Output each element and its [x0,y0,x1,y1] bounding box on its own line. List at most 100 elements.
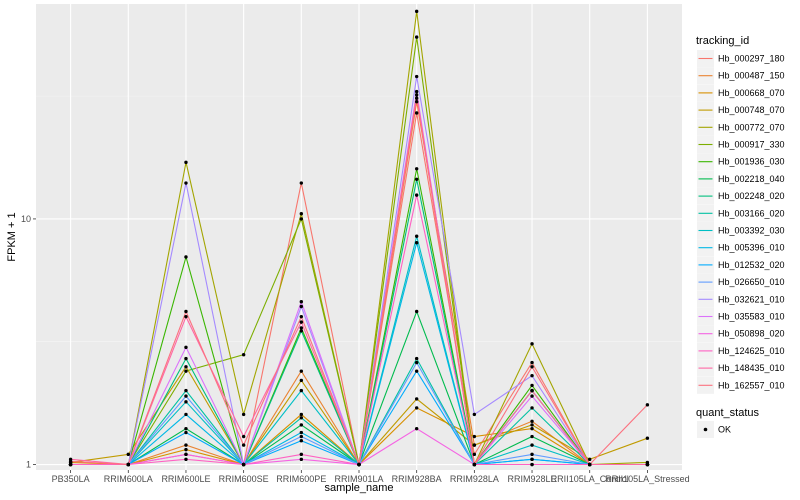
y-tick-label: 1 [26,460,31,470]
data-point [299,457,304,462]
data-point [414,96,419,100]
data-point [530,388,534,393]
data-point [184,365,188,369]
data-point [414,309,419,314]
x-tick-label: RRIM928LA [450,474,499,484]
legend: Hb_000297_180 Hb_000487_150 Hb_000668_070 H… [697,50,785,394]
data-point [472,443,477,447]
data-point [184,426,188,431]
data-point [530,342,534,346]
data-point [299,430,304,435]
data-point [530,373,534,378]
data-point [126,452,130,457]
data-point [530,419,534,423]
data-point [588,462,592,467]
x-axis-title: sample_name [324,482,393,494]
data-point [414,360,419,365]
data-point [530,394,534,398]
data-point [241,462,246,467]
data-point [414,241,419,245]
data-point [530,360,534,365]
data-point [414,193,419,197]
data-point [530,406,534,410]
data-point [299,320,304,324]
y-axis-title: FPKM + 1 [6,212,18,261]
data-point [414,167,419,171]
legend-label: Hb_005396_010 [718,243,785,253]
data-point [299,300,304,304]
shape-legend-symbol [703,427,708,432]
data-point [530,462,534,467]
legend-label: Hb_000748_070 [718,105,785,115]
data-point [530,457,534,462]
legend-title: tracking_id [696,35,749,47]
data-point [299,412,304,417]
data-point [184,314,188,319]
data-point [645,403,650,407]
x-axis: PB350LA RRIM600LA RRIM600LE RRIM600SE RRIM60… [52,470,690,484]
data-point [645,462,650,467]
data-point [414,111,419,115]
legend-label: Hb_050898_020 [718,329,785,339]
data-point [645,436,650,440]
data-point [184,160,188,165]
data-point [241,443,246,447]
data-points [68,9,650,467]
data-point [299,181,304,185]
data-point [184,388,188,393]
data-point [414,93,419,97]
data-point [184,400,188,404]
data-point [299,329,304,333]
legend-label: Hb_012532_020 [718,260,785,270]
data-point [184,181,188,185]
x-tick-label: PB350LA [52,474,90,484]
x-tick-label: RRIM600SE [219,474,269,484]
data-point [299,314,304,319]
data-point [184,309,188,314]
legend-label: Hb_148435_010 [718,363,785,373]
data-point [299,452,304,457]
data-point [530,452,534,457]
shape-legend: OK [697,421,731,438]
data-point [472,452,477,457]
legend-label: Hb_001936_030 [718,157,785,167]
data-point [68,462,73,467]
data-point [241,353,246,357]
data-point [299,416,304,420]
data-point [299,388,304,393]
data-point [184,457,188,462]
data-point [184,452,188,457]
data-point [472,412,477,417]
data-point [299,434,304,439]
x-tick-label: RRII105LA_Control [551,474,629,484]
data-point [414,406,419,410]
data-point [414,100,419,104]
data-point [184,369,188,373]
data-point [414,177,419,181]
data-point [241,434,246,439]
data-point [299,423,304,427]
data-point [414,74,419,79]
shape-legend-label: OK [718,425,731,435]
x-tick-label: RRIM928LE [508,474,557,484]
data-point [184,447,188,452]
x-tick-label: RRII105LA_Stressed [605,474,690,484]
data-point [299,378,304,383]
legend-label: Hb_124625_010 [718,346,785,356]
data-point [414,356,419,361]
data-point [357,462,361,467]
data-point [414,35,419,39]
data-point [414,397,419,401]
x-tick-label: RRIM600PE [276,474,326,484]
data-point [530,434,534,439]
data-point [184,412,188,417]
y-axis: 1 10 [21,214,36,470]
x-tick-label: RRIM928BA [392,474,442,484]
legend-label: Hb_000917_330 [718,140,785,150]
legend-label: Hb_000487_150 [718,71,785,81]
y-tick-label: 10 [21,214,31,224]
data-point [588,457,592,462]
legend-label: Hb_035583_010 [718,312,785,322]
x-tick-label: RRIM600LA [104,474,153,484]
data-point [414,426,419,431]
